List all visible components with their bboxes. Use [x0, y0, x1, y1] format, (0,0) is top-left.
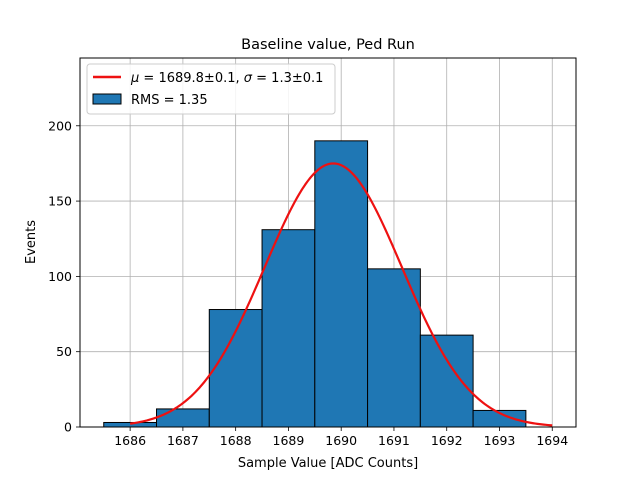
x-tick-label: 1689	[273, 433, 305, 448]
plot-frame	[79, 57, 577, 428]
histogram-bar	[314, 140, 369, 428]
x-tick-label: 1687	[167, 433, 199, 448]
histogram-bar	[156, 408, 210, 428]
y-tick-label: 50	[56, 344, 72, 359]
histogram-bar	[261, 229, 316, 428]
legend-fit-label: μ = 1689.8±0.1, σ = 1.3±0.1	[130, 71, 323, 86]
legend-sigma-value: = 1.3±0.1	[252, 71, 323, 86]
x-tick-label: 1690	[325, 433, 357, 448]
x-tick-label: 1688	[220, 433, 252, 448]
y-axis-ticks: 0 50 100 150 200	[48, 118, 80, 435]
legend-box	[86, 63, 336, 115]
y-tick-label: 0	[64, 420, 72, 435]
y-tick-label: 150	[48, 194, 72, 209]
x-tick-label: 1692	[431, 433, 463, 448]
legend-rms-label: RMS = 1.35	[131, 93, 208, 108]
legend-rms-swatch	[92, 93, 122, 105]
x-tick-label: 1693	[484, 433, 516, 448]
x-axis-ticks: 1686 1687 1688 1689 1690 1691 1692 1693 1694	[114, 427, 568, 448]
chart-title: Baseline value, Ped Run	[241, 37, 415, 53]
fit-curve-group	[129, 162, 553, 427]
histogram-bar	[419, 334, 474, 428]
legend-mu-symbol: μ	[130, 71, 139, 86]
x-tick-label: 1686	[114, 433, 146, 448]
histogram-bar	[208, 309, 263, 428]
legend-sigma-symbol: σ	[244, 71, 253, 86]
x-axis-label: Sample Value [ADC Counts]	[238, 456, 418, 471]
legend: μ = 1689.8±0.1, σ = 1.3±0.1 RMS = 1.35	[86, 63, 336, 115]
y-tick-label: 200	[48, 118, 72, 133]
gaussian-fit-curve	[129, 162, 553, 427]
legend-mu-value: = 1689.8±0.1,	[139, 71, 243, 86]
y-axis-label: Events	[24, 220, 39, 264]
x-tick-label: 1694	[536, 433, 568, 448]
y-tick-label: 100	[48, 269, 72, 284]
x-tick-label: 1691	[378, 433, 410, 448]
